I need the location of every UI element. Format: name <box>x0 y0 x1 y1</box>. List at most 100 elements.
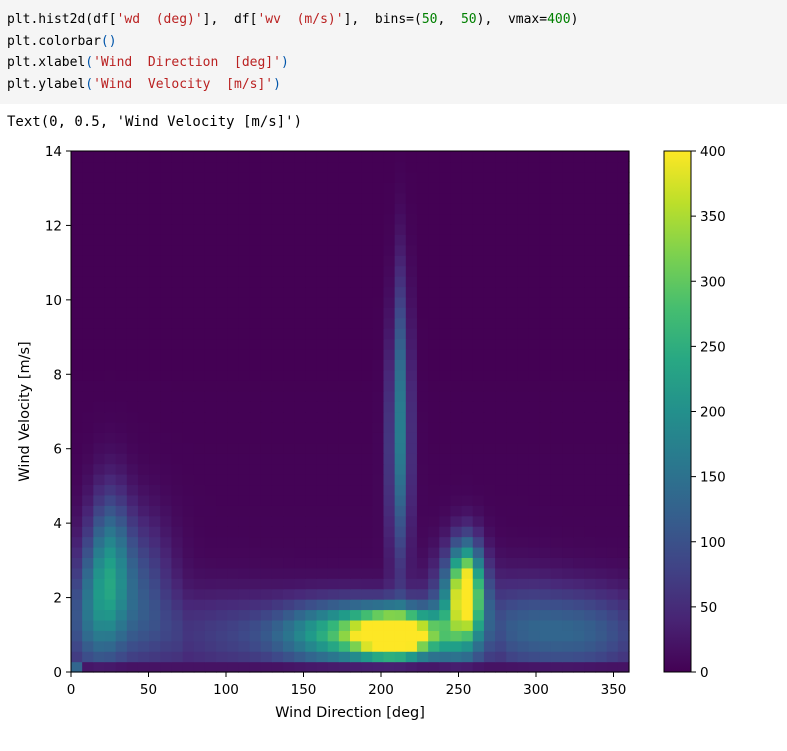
heatmap-cell <box>149 213 161 225</box>
heatmap-cell <box>350 505 362 517</box>
heatmap-cell <box>294 630 306 642</box>
heatmap-cell <box>350 536 362 548</box>
heatmap-cell <box>182 536 195 548</box>
heatmap-cell <box>216 244 228 256</box>
heatmap-cell <box>472 494 485 506</box>
heatmap-cell <box>472 328 485 340</box>
heatmap-cell <box>416 234 429 246</box>
heatmap-cell <box>372 369 385 381</box>
heatmap-cell <box>137 630 150 642</box>
heatmap-cell <box>372 234 385 246</box>
heatmap-cell <box>472 213 485 225</box>
heatmap-cell <box>271 213 284 225</box>
heatmap-cell <box>617 307 630 319</box>
heatmap-cell <box>260 401 273 413</box>
heatmap-cell <box>383 411 396 423</box>
heatmap-cell <box>350 286 362 298</box>
heatmap-cell <box>305 286 318 298</box>
heatmap-cell <box>82 380 94 392</box>
heatmap-cell <box>338 276 351 288</box>
heatmap-cell <box>82 536 94 548</box>
heatmap-cell <box>495 609 507 621</box>
heatmap-cell <box>550 536 563 548</box>
heatmap-cell <box>383 265 396 277</box>
heatmap-cell <box>160 171 173 183</box>
heatmap-cell <box>305 505 318 517</box>
heatmap-cell <box>361 619 373 631</box>
heatmap-cell <box>327 380 340 392</box>
heatmap-cell <box>495 223 507 235</box>
heatmap-cell <box>428 161 440 173</box>
code-cell[interactable]: plt.hist2d(df['wd (deg)'], df['wv (m/s)'… <box>0 0 787 104</box>
heatmap-cell <box>428 151 440 163</box>
heatmap-cell <box>416 296 429 308</box>
heatmap-cell <box>528 328 541 340</box>
heatmap-cell <box>227 640 239 652</box>
heatmap-cell <box>394 661 407 673</box>
heatmap-cell <box>193 401 206 413</box>
heatmap-cell <box>517 432 530 444</box>
heatmap-cell <box>193 651 206 663</box>
heatmap-cell <box>584 567 597 579</box>
heatmap-cell <box>149 421 161 433</box>
heatmap-cell <box>271 234 284 246</box>
heatmap-cell <box>461 151 474 163</box>
heatmap-cell <box>149 255 161 267</box>
heatmap-cell <box>204 463 217 475</box>
heatmap-cell <box>260 390 273 402</box>
heatmap-cell <box>361 588 373 600</box>
heatmap-cell <box>71 494 83 506</box>
heatmap-cell <box>539 255 552 267</box>
heatmap-cell <box>294 244 306 256</box>
heatmap-cell <box>439 651 452 663</box>
heatmap-cell <box>227 599 239 611</box>
heatmap-cell <box>416 265 429 277</box>
heatmap-cell <box>595 223 608 235</box>
heatmap-cell <box>428 505 440 517</box>
heatmap-cell <box>327 599 340 611</box>
heatmap-cell <box>539 307 552 319</box>
heatmap-cell <box>405 526 418 538</box>
heatmap-cell <box>104 484 117 496</box>
heatmap-cell <box>115 494 128 506</box>
heatmap-cell <box>238 599 251 611</box>
heatmap-cell <box>539 401 552 413</box>
heatmap-cell <box>294 192 306 204</box>
heatmap-cell <box>517 348 530 360</box>
heatmap-cell <box>204 505 217 517</box>
heatmap-cell <box>595 244 608 256</box>
heatmap-cell <box>361 453 373 465</box>
heatmap-cell <box>271 380 284 392</box>
heatmap-cell <box>137 546 150 558</box>
heatmap-cell <box>361 171 373 183</box>
heatmap-cell <box>82 484 94 496</box>
heatmap-cell <box>294 640 306 652</box>
heatmap-cell <box>539 432 552 444</box>
heatmap-cell <box>428 640 440 652</box>
heatmap-cell <box>450 192 463 204</box>
heatmap-cell <box>394 484 407 496</box>
heatmap-cell <box>372 588 385 600</box>
heatmap-cell <box>428 223 440 235</box>
heatmap-cell <box>450 588 463 600</box>
heatmap-cell <box>595 619 608 631</box>
heatmap-cell <box>305 296 318 308</box>
heatmap-cell <box>439 463 452 475</box>
heatmap-cell <box>216 192 228 204</box>
heatmap-cell <box>338 421 351 433</box>
heatmap-cell <box>350 442 362 454</box>
heatmap-cell <box>416 421 429 433</box>
heatmap-cell <box>193 463 206 475</box>
heatmap-cell <box>104 338 117 350</box>
heatmap-cell <box>428 192 440 204</box>
heatmap-cell <box>126 359 139 371</box>
heatmap-cell <box>260 348 273 360</box>
heatmap-cell <box>372 203 385 215</box>
heatmap-cell <box>562 546 574 558</box>
heatmap-cell <box>216 203 228 215</box>
heatmap-cell <box>204 515 217 527</box>
heatmap-cell <box>394 182 407 194</box>
heatmap-cell <box>394 536 407 548</box>
heatmap-cell <box>573 567 585 579</box>
heatmap-cell <box>361 296 373 308</box>
